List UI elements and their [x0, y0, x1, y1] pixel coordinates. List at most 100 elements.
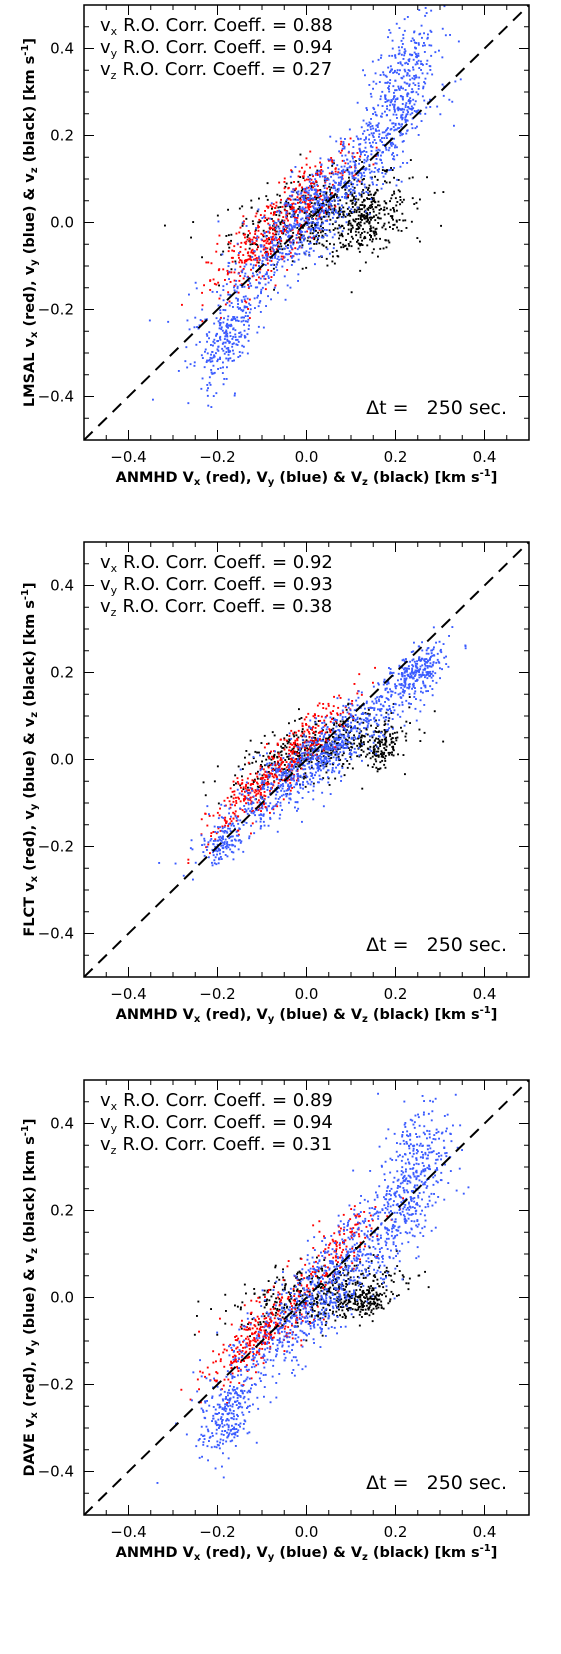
point-vz: [340, 232, 343, 235]
point-vy: [322, 767, 325, 770]
point-vy: [270, 264, 273, 266]
point-vz: [287, 201, 290, 204]
point-vx: [268, 231, 271, 234]
point-vz: [216, 765, 219, 768]
point-vz: [310, 224, 313, 227]
point-vy: [390, 99, 393, 101]
point-vy: [261, 807, 264, 810]
point-vx: [214, 838, 217, 841]
point-vy: [285, 770, 287, 773]
point-vx: [352, 174, 355, 177]
point-vy: [376, 169, 379, 171]
point-vx: [320, 169, 323, 171]
point-vz: [383, 763, 386, 766]
point-vy: [422, 682, 425, 685]
point-vz: [355, 209, 358, 212]
point-vz: [230, 795, 233, 798]
point-vy: [380, 731, 382, 734]
point-vy: [406, 93, 409, 96]
point-vy: [430, 676, 433, 679]
point-vy: [326, 220, 328, 222]
point-vx: [306, 728, 309, 731]
point-vy: [293, 786, 296, 789]
point-vy: [410, 651, 413, 653]
point-vy: [249, 308, 252, 311]
point-vx: [350, 702, 353, 705]
point-vy: [338, 730, 341, 733]
point-vy: [303, 197, 306, 200]
point-vy: [345, 186, 348, 189]
point-vz: [244, 763, 246, 766]
point-vy: [411, 112, 414, 115]
point-vz: [301, 730, 304, 733]
point-vx: [242, 222, 245, 225]
point-vz: [298, 755, 301, 758]
point-vy: [292, 225, 295, 228]
point-vy: [319, 157, 322, 160]
point-vz: [357, 247, 360, 250]
point-vy: [296, 767, 299, 770]
point-vz: [273, 753, 276, 756]
point-vy: [257, 294, 259, 297]
point-vx: [285, 213, 288, 216]
point-vy: [423, 32, 425, 35]
point-vy: [313, 222, 316, 225]
point-vx: [262, 248, 265, 251]
point-vy: [414, 669, 417, 672]
point-vz: [338, 237, 340, 240]
point-vy: [301, 797, 304, 799]
point-vy: [253, 832, 256, 835]
point-vy: [270, 236, 273, 239]
point-vy: [415, 111, 418, 113]
point-vy: [314, 263, 316, 266]
point-vz: [325, 192, 328, 195]
point-vy: [322, 205, 325, 207]
point-vy: [384, 94, 386, 97]
point-vy: [354, 169, 357, 172]
point-vy: [328, 760, 331, 762]
point-vy: [325, 758, 328, 761]
point-vz: [241, 222, 244, 225]
point-vy: [302, 752, 305, 755]
point-vy: [335, 140, 338, 143]
point-vx: [318, 215, 321, 218]
point-vz: [360, 243, 362, 246]
point-vy: [320, 759, 323, 762]
point-vy: [406, 92, 409, 95]
point-vy: [323, 191, 326, 194]
point-vz: [365, 186, 368, 189]
point-vy: [300, 761, 303, 764]
point-vy: [377, 735, 380, 738]
point-vy: [401, 103, 404, 105]
point-vy: [365, 107, 368, 109]
point-vy: [282, 785, 285, 787]
point-vz: [408, 177, 411, 180]
point-vz: [364, 237, 367, 239]
point-vy: [290, 246, 293, 249]
point-vz: [377, 255, 379, 258]
point-vy: [190, 839, 193, 842]
point-vy: [368, 142, 371, 144]
point-vx: [287, 764, 290, 767]
point-vy: [393, 137, 395, 140]
point-vy: [295, 223, 297, 226]
point-vy: [421, 649, 424, 652]
point-vy: [312, 798, 315, 801]
point-vy: [401, 659, 404, 662]
point-vy: [379, 74, 382, 76]
point-vy: [237, 303, 239, 305]
point-vy: [337, 187, 340, 190]
point-vy: [389, 688, 391, 691]
point-vy: [297, 215, 299, 218]
point-vy: [345, 193, 348, 196]
point-vy: [274, 254, 277, 256]
point-vy: [358, 728, 361, 731]
point-vz: [359, 717, 362, 720]
point-vx: [342, 711, 345, 714]
point-vx: [270, 250, 272, 253]
point-vy: [261, 803, 263, 806]
point-vz: [360, 736, 363, 739]
point-vx: [301, 201, 304, 204]
point-vx: [218, 814, 221, 817]
point-vz: [383, 720, 386, 723]
